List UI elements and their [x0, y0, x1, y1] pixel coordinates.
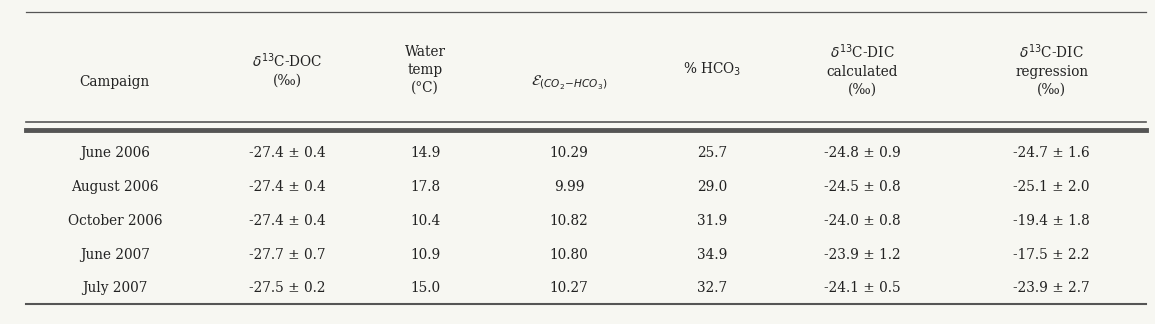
Text: -23.9 ± 2.7: -23.9 ± 2.7 — [1013, 282, 1090, 295]
Text: -27.7 ± 0.7: -27.7 ± 0.7 — [249, 248, 326, 262]
Text: $\delta^{13}$C-DOC
(‰): $\delta^{13}$C-DOC (‰) — [252, 52, 322, 88]
Text: -24.5 ± 0.8: -24.5 ± 0.8 — [824, 180, 900, 194]
Text: 10.27: 10.27 — [550, 282, 588, 295]
Text: -24.7 ± 1.6: -24.7 ± 1.6 — [1013, 146, 1090, 160]
Text: -24.0 ± 0.8: -24.0 ± 0.8 — [824, 214, 900, 228]
Text: 14.9: 14.9 — [410, 146, 440, 160]
Text: October 2006: October 2006 — [68, 214, 162, 228]
Text: -27.5 ± 0.2: -27.5 ± 0.2 — [249, 282, 326, 295]
Text: -23.9 ± 1.2: -23.9 ± 1.2 — [824, 248, 900, 262]
Text: -27.4 ± 0.4: -27.4 ± 0.4 — [248, 180, 326, 194]
Text: 32.7: 32.7 — [698, 282, 728, 295]
Text: June 2007: June 2007 — [80, 248, 150, 262]
Text: -24.1 ± 0.5: -24.1 ± 0.5 — [824, 282, 900, 295]
Text: 10.4: 10.4 — [410, 214, 440, 228]
Text: 10.82: 10.82 — [550, 214, 588, 228]
Text: 17.8: 17.8 — [410, 180, 440, 194]
Text: June 2006: June 2006 — [80, 146, 150, 160]
Text: -17.5 ± 2.2: -17.5 ± 2.2 — [1013, 248, 1090, 262]
Text: 10.29: 10.29 — [550, 146, 588, 160]
Text: 10.9: 10.9 — [410, 248, 440, 262]
Text: $\delta^{13}$C-DIC
regression
(‰): $\delta^{13}$C-DIC regression (‰) — [1015, 42, 1088, 97]
Text: $\mathcal{E}_{(CO_2\!-\!HCO_3)}$: $\mathcal{E}_{(CO_2\!-\!HCO_3)}$ — [530, 73, 608, 92]
Text: July 2007: July 2007 — [82, 282, 148, 295]
Text: 29.0: 29.0 — [698, 180, 728, 194]
Text: Campaign: Campaign — [80, 75, 150, 89]
Text: August 2006: August 2006 — [72, 180, 158, 194]
Text: Water
temp
(°C): Water temp (°C) — [404, 45, 446, 95]
Text: -27.4 ± 0.4: -27.4 ± 0.4 — [248, 214, 326, 228]
Text: 34.9: 34.9 — [698, 248, 728, 262]
Text: 9.99: 9.99 — [553, 180, 584, 194]
Text: -25.1 ± 2.0: -25.1 ± 2.0 — [1013, 180, 1090, 194]
Text: % HCO$_3$: % HCO$_3$ — [684, 61, 742, 78]
Text: 25.7: 25.7 — [698, 146, 728, 160]
Text: $\delta^{13}$C-DIC
calculated
(‰): $\delta^{13}$C-DIC calculated (‰) — [826, 42, 897, 97]
Text: 10.80: 10.80 — [550, 248, 588, 262]
Text: -19.4 ± 1.8: -19.4 ± 1.8 — [1013, 214, 1090, 228]
Text: 31.9: 31.9 — [698, 214, 728, 228]
Text: -24.8 ± 0.9: -24.8 ± 0.9 — [824, 146, 901, 160]
Text: 15.0: 15.0 — [410, 282, 440, 295]
Text: -27.4 ± 0.4: -27.4 ± 0.4 — [248, 146, 326, 160]
